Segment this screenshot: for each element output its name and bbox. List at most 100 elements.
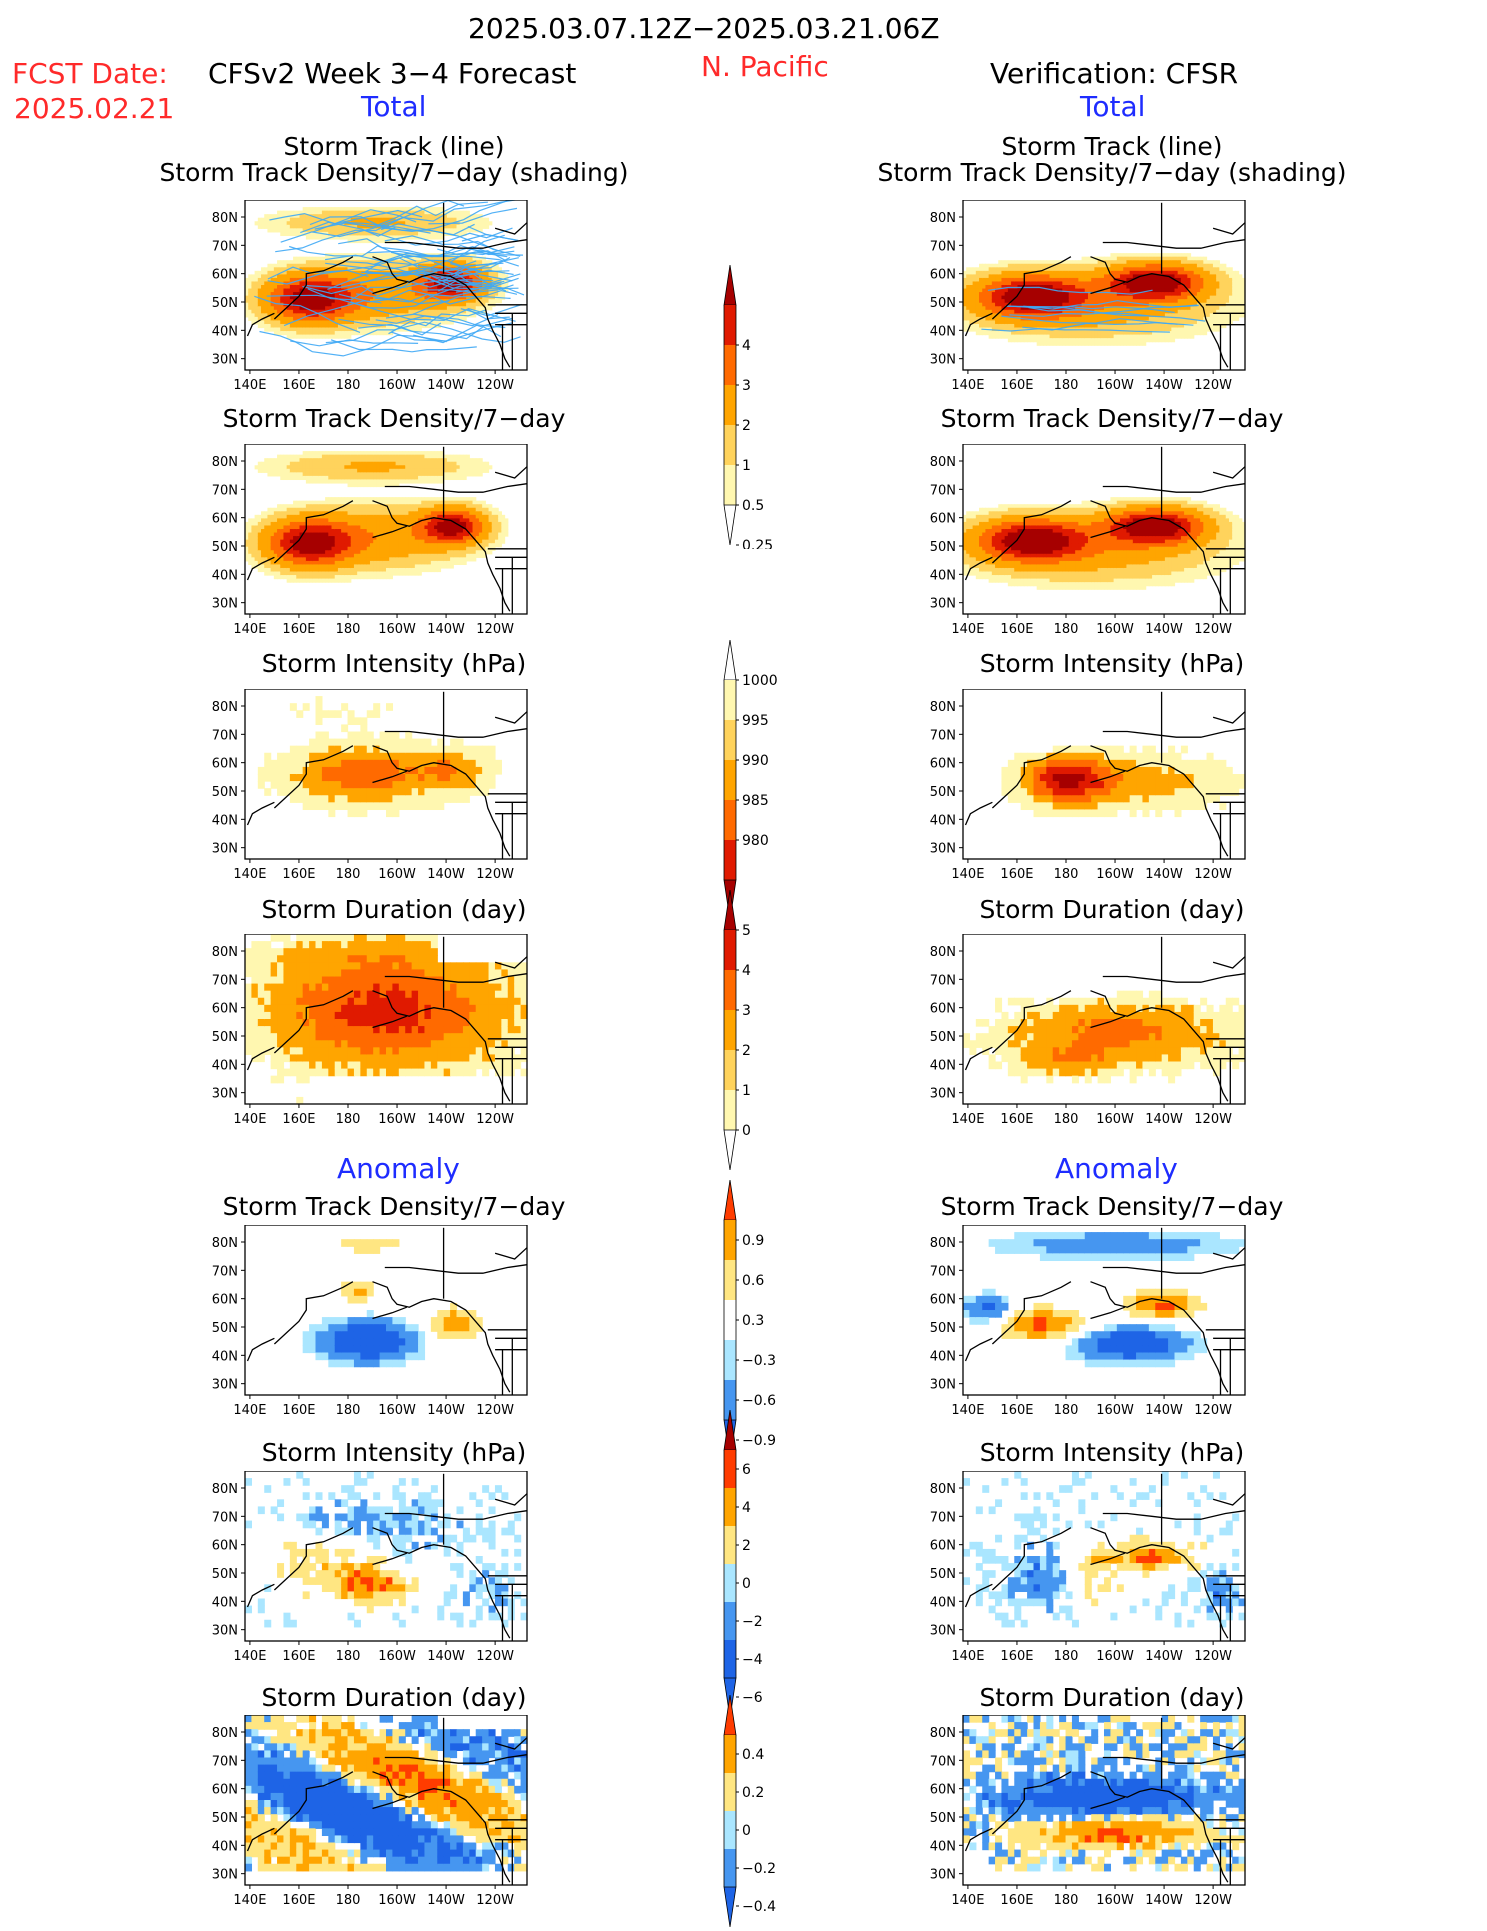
grid-cell: [303, 795, 310, 803]
grid-cell: [341, 724, 348, 732]
grid-cell: [360, 802, 367, 810]
grid-cell: [296, 746, 303, 754]
grid-cell: [450, 753, 457, 761]
grid-cell: [389, 575, 393, 579]
x-tick-label: 140E: [233, 867, 266, 882]
grid-cell: [392, 732, 399, 740]
grid-cell: [469, 746, 476, 754]
grid-cell: [424, 795, 431, 803]
title-cfsr-intensity: Storm Intensity (hPa): [802, 651, 1422, 677]
grid-cell: [258, 774, 265, 782]
grid-cell: [322, 760, 329, 768]
grid-cell: [309, 802, 316, 810]
grid-cell: [373, 802, 380, 810]
x-tick-label: 120W: [476, 622, 514, 637]
grid-cell: [296, 788, 303, 796]
grid-cell: [277, 788, 284, 796]
grid-cell: [264, 788, 271, 796]
grid-cell: [431, 788, 438, 796]
grid-cell: [412, 795, 419, 803]
title-cfsr-intensity-anom: Storm Intensity (hPa): [802, 1440, 1422, 1466]
grid-cell: [466, 211, 470, 215]
grid-cell: [495, 508, 499, 512]
grid-cell: [258, 781, 265, 789]
grid-cell: [354, 753, 361, 761]
grid-cell: [431, 746, 438, 754]
x-tick-label: 140W: [427, 867, 465, 882]
grid-cell: [424, 802, 431, 810]
grid-cell: [476, 767, 483, 775]
grid-cell: [479, 472, 483, 476]
grid-cell: [367, 753, 374, 761]
grid-cell: [418, 746, 425, 754]
grid-cell: [341, 753, 348, 761]
y-tick-label: 60N: [212, 268, 238, 283]
grid-cell: [437, 802, 444, 810]
grid-cell: [360, 739, 367, 747]
storm-track-line: [331, 340, 477, 352]
grid-cell: [424, 746, 431, 754]
title-fcst-density: Storm Track Density/7−day: [84, 406, 704, 432]
grid-cell: [271, 781, 278, 789]
grid-cell: [437, 781, 444, 789]
grid-cell: [386, 802, 393, 810]
grid-cell: [367, 802, 374, 810]
grid-cell: [316, 746, 323, 754]
grid-cell: [386, 703, 393, 711]
grid-cell: [348, 579, 352, 583]
grid-cell: [316, 795, 323, 803]
x-tick-label: 140E: [233, 378, 266, 393]
grid-cell: [386, 809, 393, 817]
grid-cell: [501, 292, 505, 296]
grid-cell: [367, 760, 374, 768]
grid-cell: [335, 739, 342, 747]
grid-cell: [418, 328, 422, 332]
grid-cell: [380, 788, 387, 796]
grid-cell: [316, 781, 323, 789]
grid-cell: [501, 540, 505, 544]
grid-cell: [450, 795, 457, 803]
grid-cell: [271, 767, 278, 775]
grid-cell: [367, 795, 374, 803]
grid-cell: [341, 703, 348, 711]
total-right-label: Total: [1080, 90, 1145, 123]
forecast-title: CFSv2 Week 3−4 Forecast: [208, 57, 576, 90]
grid-cell: [335, 760, 342, 768]
grid-cell: [457, 760, 464, 768]
grid-cell: [444, 746, 451, 754]
grid-cell: [399, 788, 406, 796]
grid-cell: [348, 739, 355, 747]
grid-cell: [303, 802, 310, 810]
grid-cell: [399, 746, 406, 754]
grid-cell: [482, 753, 489, 761]
grid-cell: [309, 774, 316, 782]
y-tick-label: 80N: [212, 455, 238, 470]
grid-cell: [405, 739, 412, 747]
grid-cell: [437, 767, 444, 775]
grid-cell: [469, 788, 476, 796]
grid-cell: [418, 739, 425, 747]
grid-cell: [373, 703, 380, 711]
grid-cell: [489, 221, 493, 225]
grid-cell: [380, 795, 387, 803]
y-tick-label: 40N: [212, 324, 238, 339]
grid-cell: [322, 767, 329, 775]
grid-cell: [354, 760, 361, 768]
grid-cell: [360, 732, 367, 740]
grid-cell: [283, 753, 290, 761]
grid-cell: [335, 788, 342, 796]
grid-cell: [373, 710, 380, 718]
grid-cell: [485, 225, 489, 229]
grid-cell: [360, 746, 367, 754]
grid-cell: [482, 746, 489, 754]
grid-cell: [348, 753, 355, 761]
grid-cell: [328, 746, 335, 754]
grid-cell: [418, 767, 425, 775]
grid-cell: [360, 767, 367, 775]
grid-cell: [354, 788, 361, 796]
verification-title: Verification: CFSR: [990, 57, 1238, 90]
grid-cell: [463, 788, 470, 796]
grid-cell: [296, 753, 303, 761]
grid-cell: [476, 753, 483, 761]
grid-cell: [399, 781, 406, 789]
